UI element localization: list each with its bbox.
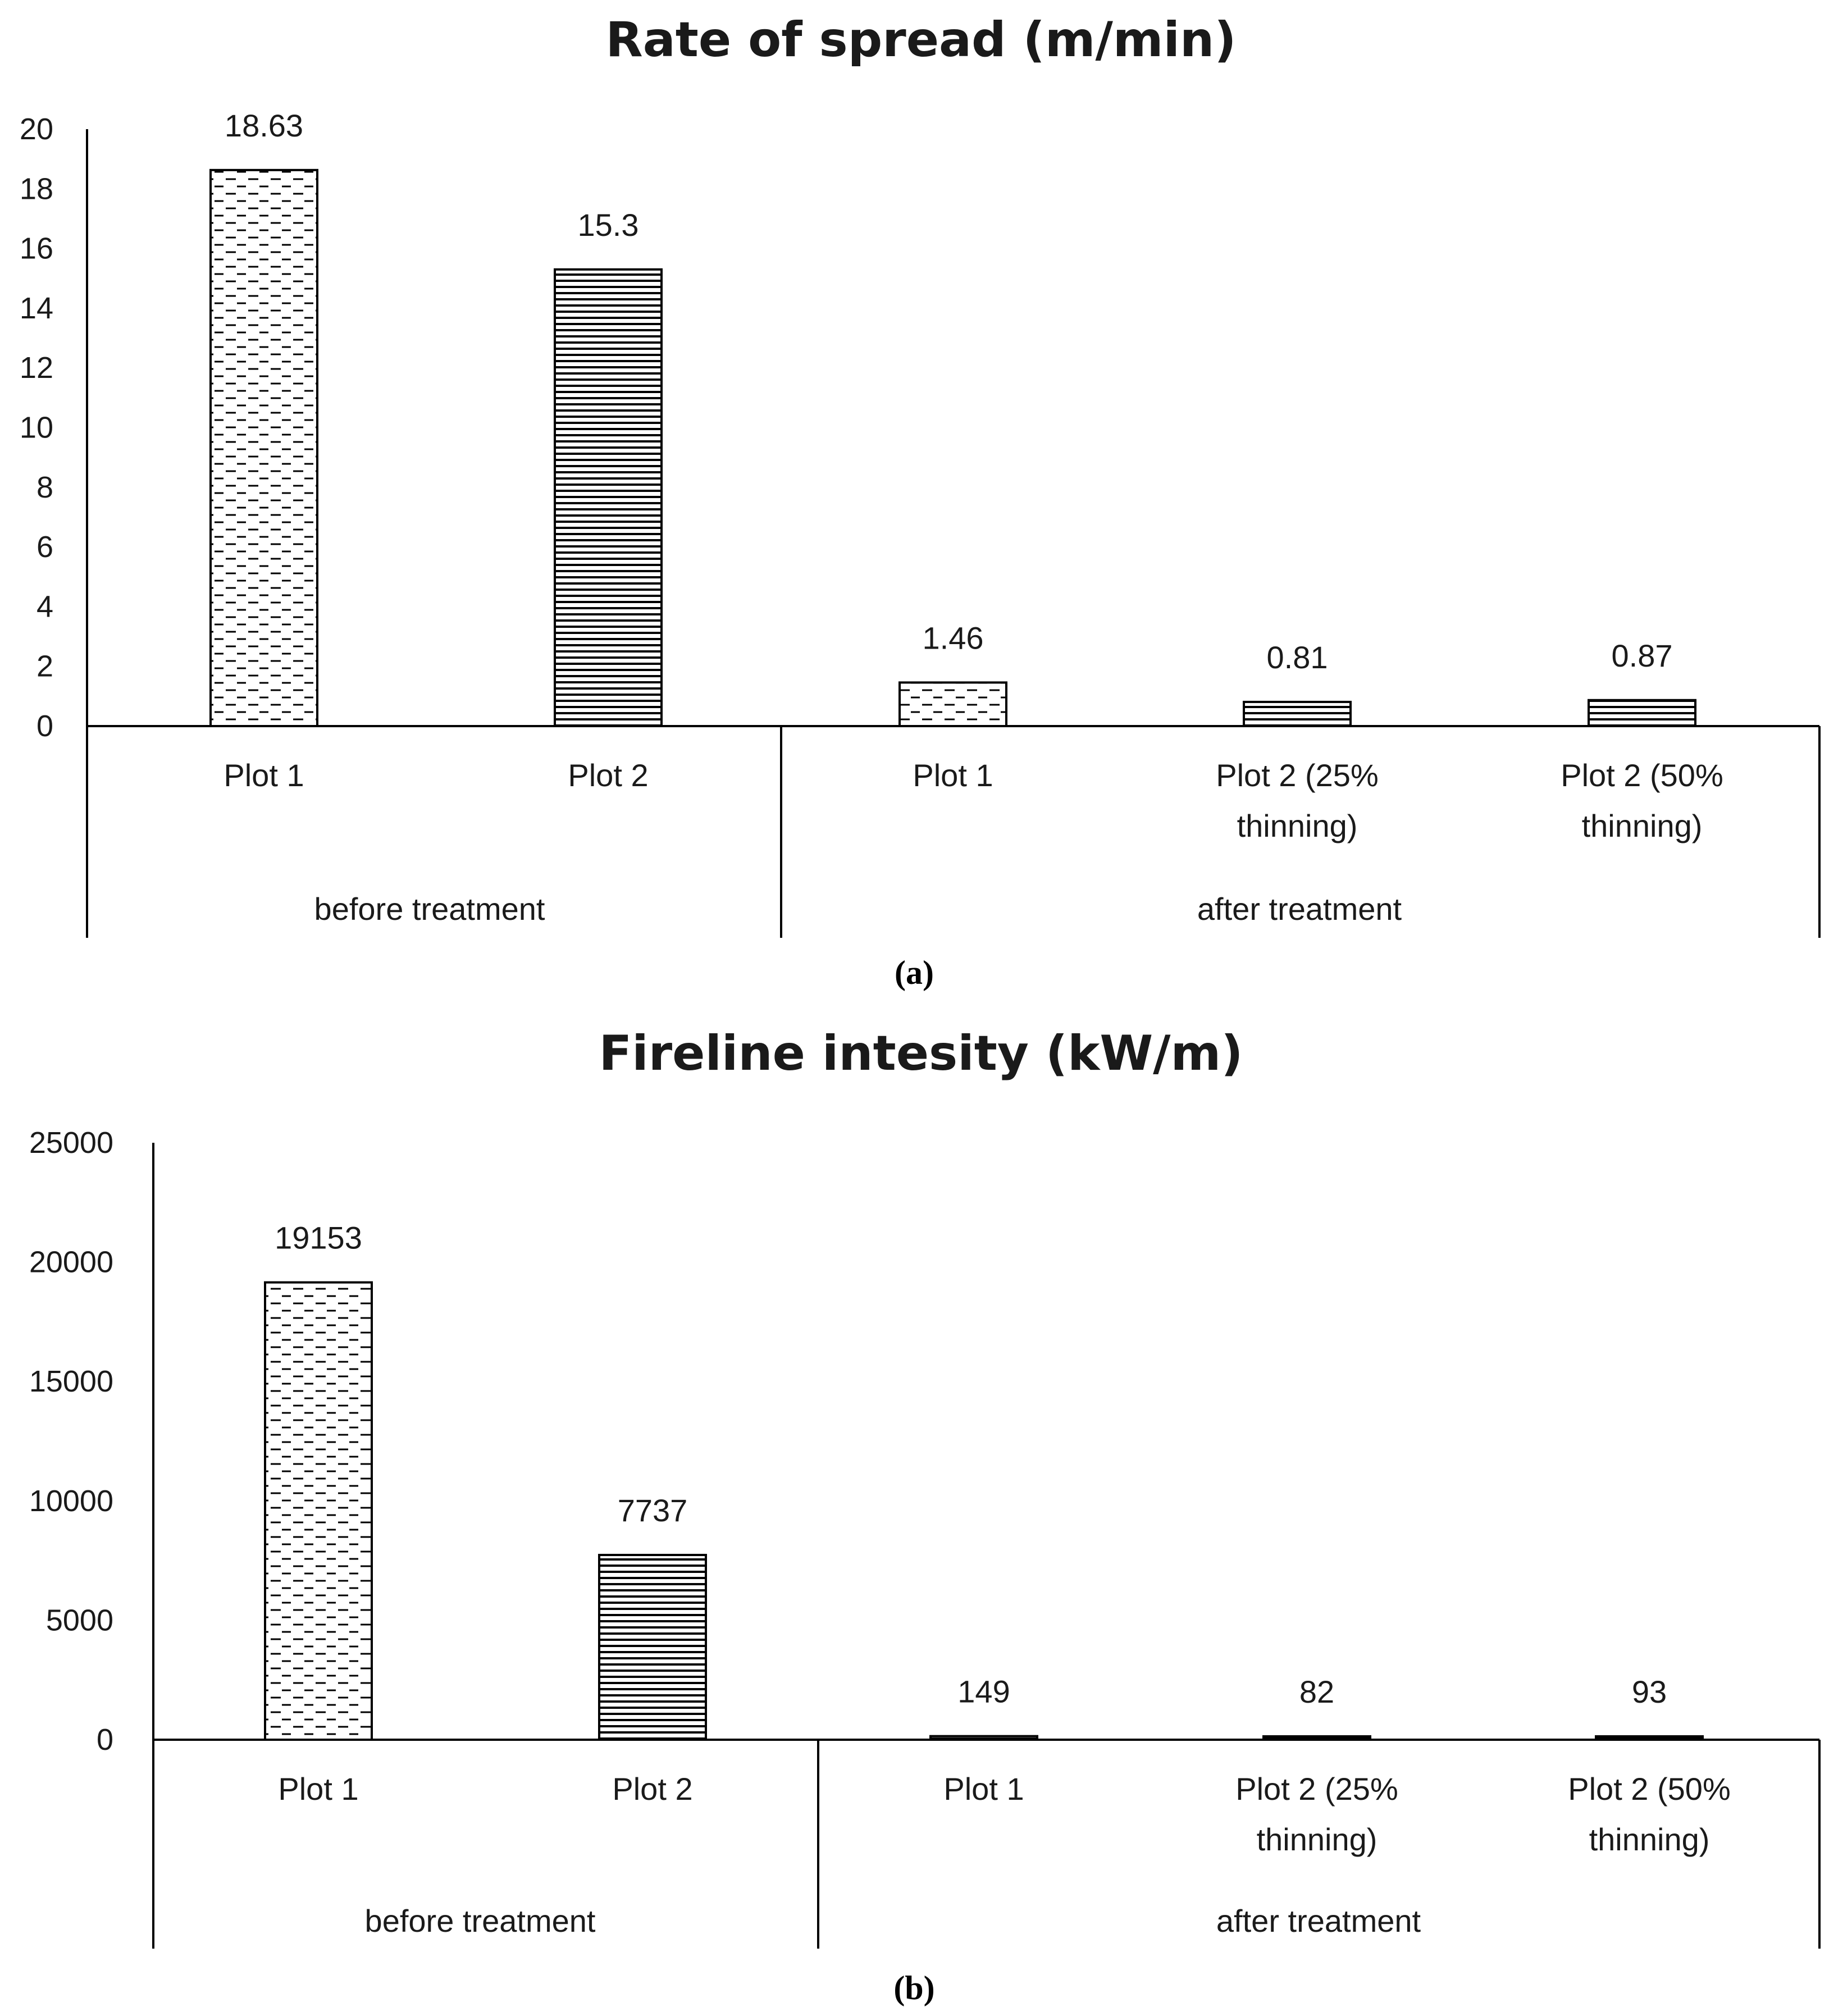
chart-a-bar [1243,700,1352,727]
chart-a-y-tick-label: 6 [37,530,53,564]
chart-a-data-label: 0.87 [1612,638,1673,673]
chart-a-bar [1588,699,1696,728]
chart-b-category-labels: Plot 1 Plot 2 Plot 1 Plot 2 (25% thinning) Pl… [278,1771,1730,1857]
chart-b-category-label: Plot 1 [943,1771,1024,1807]
chart-a-category-labels: Plot 1 Plot 2 Plot 1 Plot 2 (25% thinning) Pl… [224,758,1723,843]
chart-a-title: Rate of spread (m/min) [605,12,1236,68]
chart-b-y-tick-label: 25000 [29,1126,113,1160]
chart-a-y-tick-label: 14 [20,291,53,325]
chart-b-group-after: after treatment [1216,1903,1421,1939]
chart-a-category-label: Plot 1 [913,758,993,793]
chart-a-y-tick-label: 2 [37,650,53,683]
chart-a-y-ticks: 0 2 4 6 8 10 12 14 16 18 20 [20,112,53,743]
chart-b-group-before: before treatment [365,1903,596,1939]
chart-b-bars [264,1281,1704,1741]
chart-b-data-label: 19153 [275,1220,362,1256]
chart-b-y-tick-label: 0 [97,1723,113,1757]
chart-a-y-tick-label: 4 [37,590,53,623]
chart-b-data-labels: 19153 7737 149 82 93 [275,1220,1667,1709]
chart-a-y-tick-label: 20 [20,112,53,146]
chart-b-data-label: 82 [1299,1674,1334,1709]
chart-b-category-label: Plot 2 (25% thinning) [1235,1771,1398,1857]
chart-b-category-label: Plot 1 [278,1771,358,1807]
chart-a-y-tick-label: 16 [20,232,53,266]
chart-a-y-tick-label: 18 [20,172,53,206]
chart-b-y-tick-label: 5000 [46,1603,113,1637]
chart-a-caption: (a) [895,954,934,991]
chart-a-data-label: 1.46 [923,620,984,655]
chart-b: Fireline intesity (kW/m) 0 5000 10000 15000… [29,1025,1821,2006]
chart-b-title: Fireline intesity (kW/m) [599,1025,1243,1082]
chart-b-bar [264,1281,373,1741]
chart-a: Rate of spread (m/min) 0 2 4 6 8 10 12 14 16 18 20… [20,12,1821,991]
chart-b-y-tick-label: 15000 [29,1365,113,1398]
chart-b-data-label: 149 [957,1674,1010,1709]
chart-a-data-labels: 18.63 15.3 1.46 0.81 0.87 [225,108,1673,675]
chart-b-data-label: 7737 [618,1493,688,1528]
chart-a-category-label: Plot 1 [224,758,304,793]
chart-b-y-tick-label: 10000 [29,1484,113,1518]
chart-b-data-label: 93 [1632,1674,1667,1709]
chart-a-y-tick-label: 8 [37,471,53,504]
chart-a-group-before: before treatment [314,891,545,927]
chart-b-category-label: Plot 2 [612,1771,692,1807]
chart-a-category-label: Plot 2 (50% thinning) [1561,758,1723,843]
chart-a-category-label: Plot 2 (25% thinning) [1216,758,1379,843]
chart-a-y-tick-label: 10 [20,411,53,445]
chart-a-data-label: 15.3 [578,207,639,243]
chart-a-data-label: 18.63 [225,108,303,143]
chart-b-y-ticks: 0 5000 10000 15000 20000 25000 [29,1126,113,1757]
chart-b-caption: (b) [893,1969,934,2006]
chart-b-y-tick-label: 20000 [29,1246,113,1279]
chart-b-bar [598,1554,707,1741]
chart-b-category-label: Plot 2 (50% thinning) [1568,1771,1731,1857]
chart-a-bar [554,268,663,727]
chart-a-category-label: Plot 2 [568,758,648,793]
chart-a-y-tick-label: 12 [20,351,53,385]
chart-a-y-tick-label: 0 [37,709,53,743]
chart-a-group-after: after treatment [1197,891,1402,927]
chart-a-bar [209,168,318,727]
chart-a-bar [898,681,1007,727]
chart-a-data-label: 0.81 [1267,640,1328,675]
